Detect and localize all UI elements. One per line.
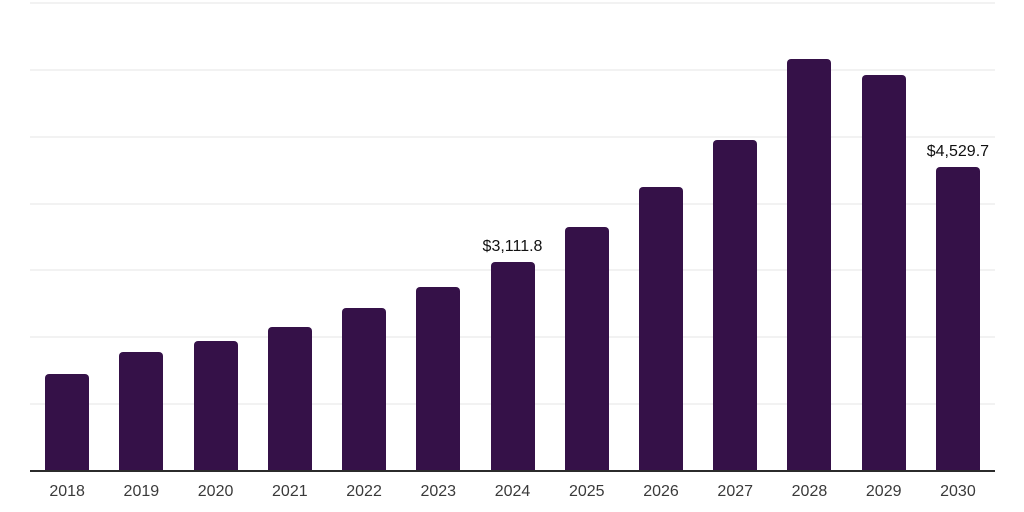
x-tick-2023: 2023	[420, 483, 457, 500]
x-tick-2030: 2030	[940, 483, 976, 500]
bar-2023	[416, 287, 461, 470]
bar-2020	[193, 341, 238, 470]
x-tick-2021: 2021	[272, 483, 308, 500]
gridline-5000	[30, 135, 995, 138]
x-tick-2029: 2029	[865, 483, 902, 500]
x-tick-2028: 2028	[791, 483, 828, 500]
data-label-2030: $4,529.7	[926, 143, 990, 161]
x-axis-line	[30, 470, 995, 472]
bar-2019	[119, 352, 164, 470]
x-tick-2024: 2024	[494, 483, 531, 500]
x-tick-2019: 2019	[123, 483, 160, 500]
x-tick-2025: 2025	[568, 483, 605, 500]
x-tick-2022: 2022	[346, 483, 382, 500]
x-tick-2018: 2018	[49, 483, 85, 500]
bar-2029	[861, 75, 906, 470]
bar-2028	[787, 59, 832, 470]
bar-2027	[713, 140, 758, 470]
bar-2026	[639, 187, 683, 470]
gridline-6000	[30, 68, 995, 71]
x-tick-2020: 2020	[197, 483, 234, 500]
plot-area: $3,111.8 $4,529.7	[30, 0, 995, 472]
x-axis-tick-labels: 2018 2019 2020 2021 2022 2023 2024 2025 2026 2027…	[30, 483, 995, 501]
bar-2018	[45, 373, 90, 470]
gridline-7000	[30, 2, 995, 4]
bar-2024	[490, 262, 535, 470]
bar-2021	[267, 327, 312, 470]
gridline-4000	[30, 202, 995, 205]
bar-2025	[564, 226, 609, 470]
data-label-2024: $3,111.8	[482, 237, 543, 255]
bar-2022	[342, 308, 386, 470]
x-tick-2027: 2027	[717, 483, 754, 500]
x-tick-2026: 2026	[643, 483, 679, 500]
bar-2030	[935, 167, 980, 470]
